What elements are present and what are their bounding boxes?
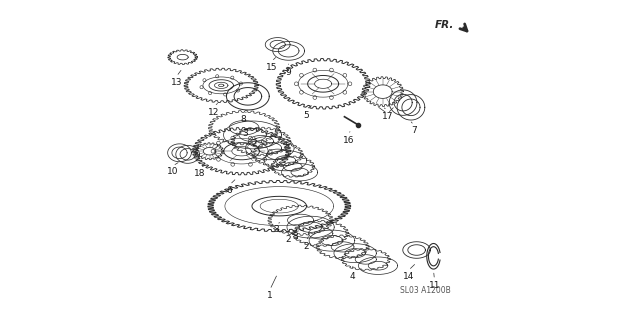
Text: 6: 6 xyxy=(227,186,232,195)
Text: SL03 A1200B: SL03 A1200B xyxy=(400,286,451,295)
Text: 11: 11 xyxy=(429,281,440,290)
Text: 15: 15 xyxy=(266,63,277,72)
Text: 4: 4 xyxy=(349,272,355,281)
Text: 3: 3 xyxy=(292,232,298,241)
Text: 17: 17 xyxy=(381,112,393,121)
Text: 14: 14 xyxy=(403,272,414,281)
Text: 3: 3 xyxy=(273,225,279,234)
Text: 10: 10 xyxy=(167,167,179,176)
Text: 1: 1 xyxy=(267,291,273,300)
Text: 2: 2 xyxy=(252,139,257,148)
Text: 9: 9 xyxy=(285,68,291,77)
Text: 12: 12 xyxy=(208,107,220,117)
Text: 8: 8 xyxy=(241,115,246,124)
Text: 2: 2 xyxy=(286,235,291,243)
Text: 5: 5 xyxy=(303,111,308,120)
Text: 18: 18 xyxy=(195,169,206,178)
Text: FR.: FR. xyxy=(435,20,454,30)
Text: 7: 7 xyxy=(412,126,417,135)
Text: 2: 2 xyxy=(303,242,309,251)
Text: 16: 16 xyxy=(342,136,354,145)
Text: 13: 13 xyxy=(171,78,182,87)
Text: 3: 3 xyxy=(243,129,248,139)
